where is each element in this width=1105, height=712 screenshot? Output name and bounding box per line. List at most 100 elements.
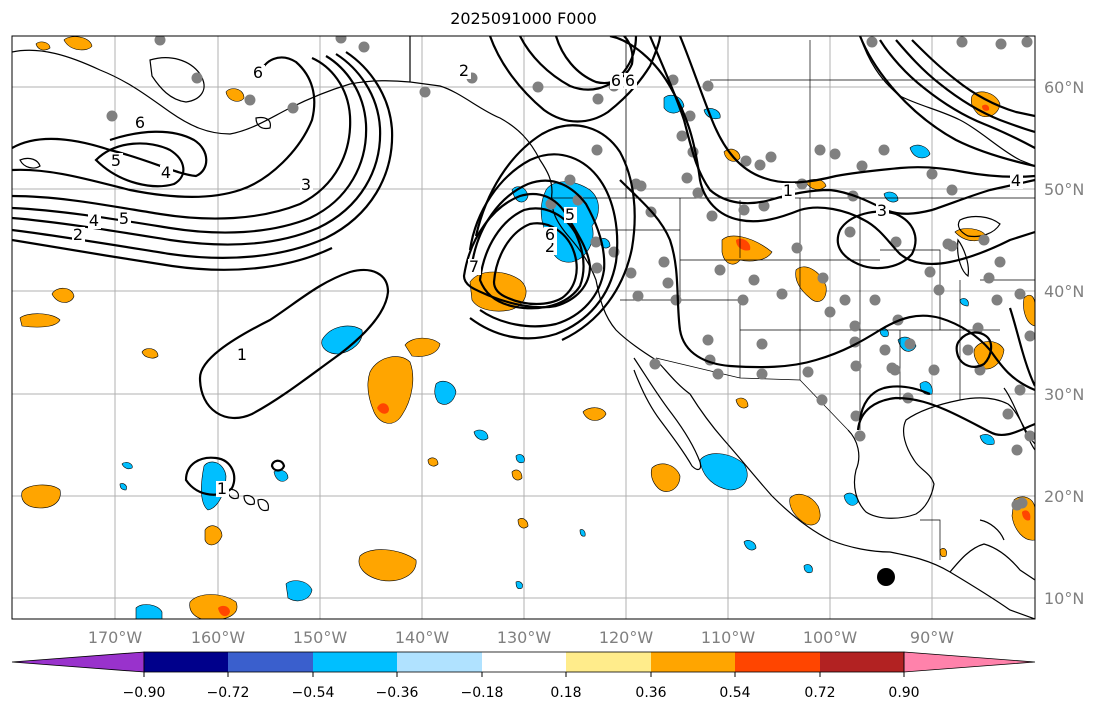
station-dot	[1024, 430, 1035, 442]
fill-cyan	[434, 380, 457, 405]
graticule	[12, 36, 1035, 619]
contour-label: 6	[135, 113, 145, 132]
colorbar-tick-label: 0.54	[719, 685, 750, 701]
station-dot	[591, 262, 603, 274]
fill-orange	[511, 469, 523, 481]
contour-label-bg	[782, 183, 795, 199]
longitude-label: 120°W	[599, 628, 654, 647]
contour-label-bg	[1010, 173, 1023, 189]
contours	[12, 36, 1035, 496]
fill-orange	[939, 548, 947, 558]
contour-label: 7	[469, 257, 479, 276]
station-dot	[1021, 36, 1033, 48]
contour-label-bg	[252, 65, 265, 81]
station-dot	[532, 81, 544, 93]
fill-red	[377, 403, 389, 414]
fill-cyan	[909, 144, 931, 159]
contour-label: 2	[459, 61, 469, 80]
fill-red	[218, 605, 230, 617]
colorbar-segment	[651, 652, 735, 672]
fill-orange	[63, 36, 93, 51]
fill-orange	[1023, 294, 1035, 327]
station-dot	[419, 86, 431, 98]
colorbar-tick-label: −0.54	[292, 685, 335, 701]
fill-cyan	[321, 325, 363, 355]
contour-label-bg	[458, 63, 471, 79]
contour-label-bg	[544, 227, 557, 243]
station-dot	[191, 72, 203, 84]
contour-label-bg	[216, 481, 229, 497]
station-dot	[676, 130, 688, 142]
colorbar-tick-label: 0.90	[888, 685, 919, 701]
colorbar-segment	[397, 652, 482, 672]
contour-label: 4	[1011, 171, 1021, 190]
longitude-label: 160°W	[191, 628, 246, 647]
longitude-label: 170°W	[88, 628, 143, 647]
station-dot	[738, 204, 750, 216]
contour-label: 4	[89, 211, 99, 230]
contour-label-bg	[300, 177, 313, 193]
station-dot	[684, 110, 696, 122]
contour-label-bg	[88, 213, 101, 229]
station-dot	[748, 274, 760, 286]
contour-label-bg	[468, 259, 481, 275]
contour-label: 2	[73, 225, 83, 244]
contour-label: 6	[545, 225, 555, 244]
latitude-label: 60°N	[1044, 78, 1084, 97]
station-dot	[904, 338, 916, 350]
station-dot	[791, 242, 803, 254]
station-dot	[817, 272, 829, 284]
contour-label-bg	[160, 165, 173, 181]
colorbar-tick-label: 0.36	[635, 685, 666, 701]
colorbar-frame	[143, 651, 905, 673]
station-dot	[956, 36, 968, 48]
marker-dot	[877, 568, 895, 586]
fill-orange	[650, 463, 681, 492]
station-dot	[850, 360, 862, 372]
station-dot	[702, 334, 714, 346]
station-dot	[706, 210, 718, 222]
colorbar-segment	[482, 652, 566, 672]
fill-red	[1022, 510, 1031, 521]
station-dot	[946, 184, 958, 196]
station-dot	[824, 306, 836, 318]
station-dot	[1024, 330, 1035, 342]
colorbar-extend-low	[11, 651, 145, 673]
station-dot	[1014, 288, 1026, 300]
station-dot	[702, 80, 714, 92]
fill-cyan	[473, 429, 489, 441]
station-dot	[814, 144, 826, 156]
fill-orange	[404, 337, 441, 357]
station-dot	[850, 410, 862, 422]
contour-label: 6	[625, 71, 635, 90]
contour-label: 2	[545, 237, 555, 256]
contour-label-bg	[110, 153, 123, 169]
latitude-label: 50°N	[1044, 180, 1084, 199]
fill-orange	[51, 287, 75, 303]
longitude-label: 90°W	[910, 628, 954, 647]
latitude-label: 40°N	[1044, 282, 1084, 301]
contour-label: 5	[111, 151, 121, 170]
fill-orange	[204, 525, 223, 546]
colorbar-tick-label: −0.90	[123, 685, 166, 701]
contour-label: 6	[611, 71, 621, 90]
station-dot	[740, 155, 752, 167]
contour-label: 3	[301, 175, 311, 194]
fill-orange	[358, 549, 417, 582]
contour-label-bg	[624, 73, 637, 89]
colorbar	[11, 651, 1036, 673]
contour-label: 4	[161, 163, 171, 182]
contour-label: 1	[237, 345, 247, 364]
station-dot	[737, 294, 749, 306]
contour-label-bg	[134, 115, 147, 131]
fill-orange	[189, 594, 238, 619]
fill-cyan	[515, 454, 525, 464]
latitude-label: 30°N	[1044, 385, 1084, 404]
station-dot	[866, 36, 878, 48]
fill-orange	[141, 348, 159, 359]
station-dot	[765, 151, 777, 163]
fill-orange	[582, 407, 607, 421]
station-dot	[933, 284, 945, 296]
